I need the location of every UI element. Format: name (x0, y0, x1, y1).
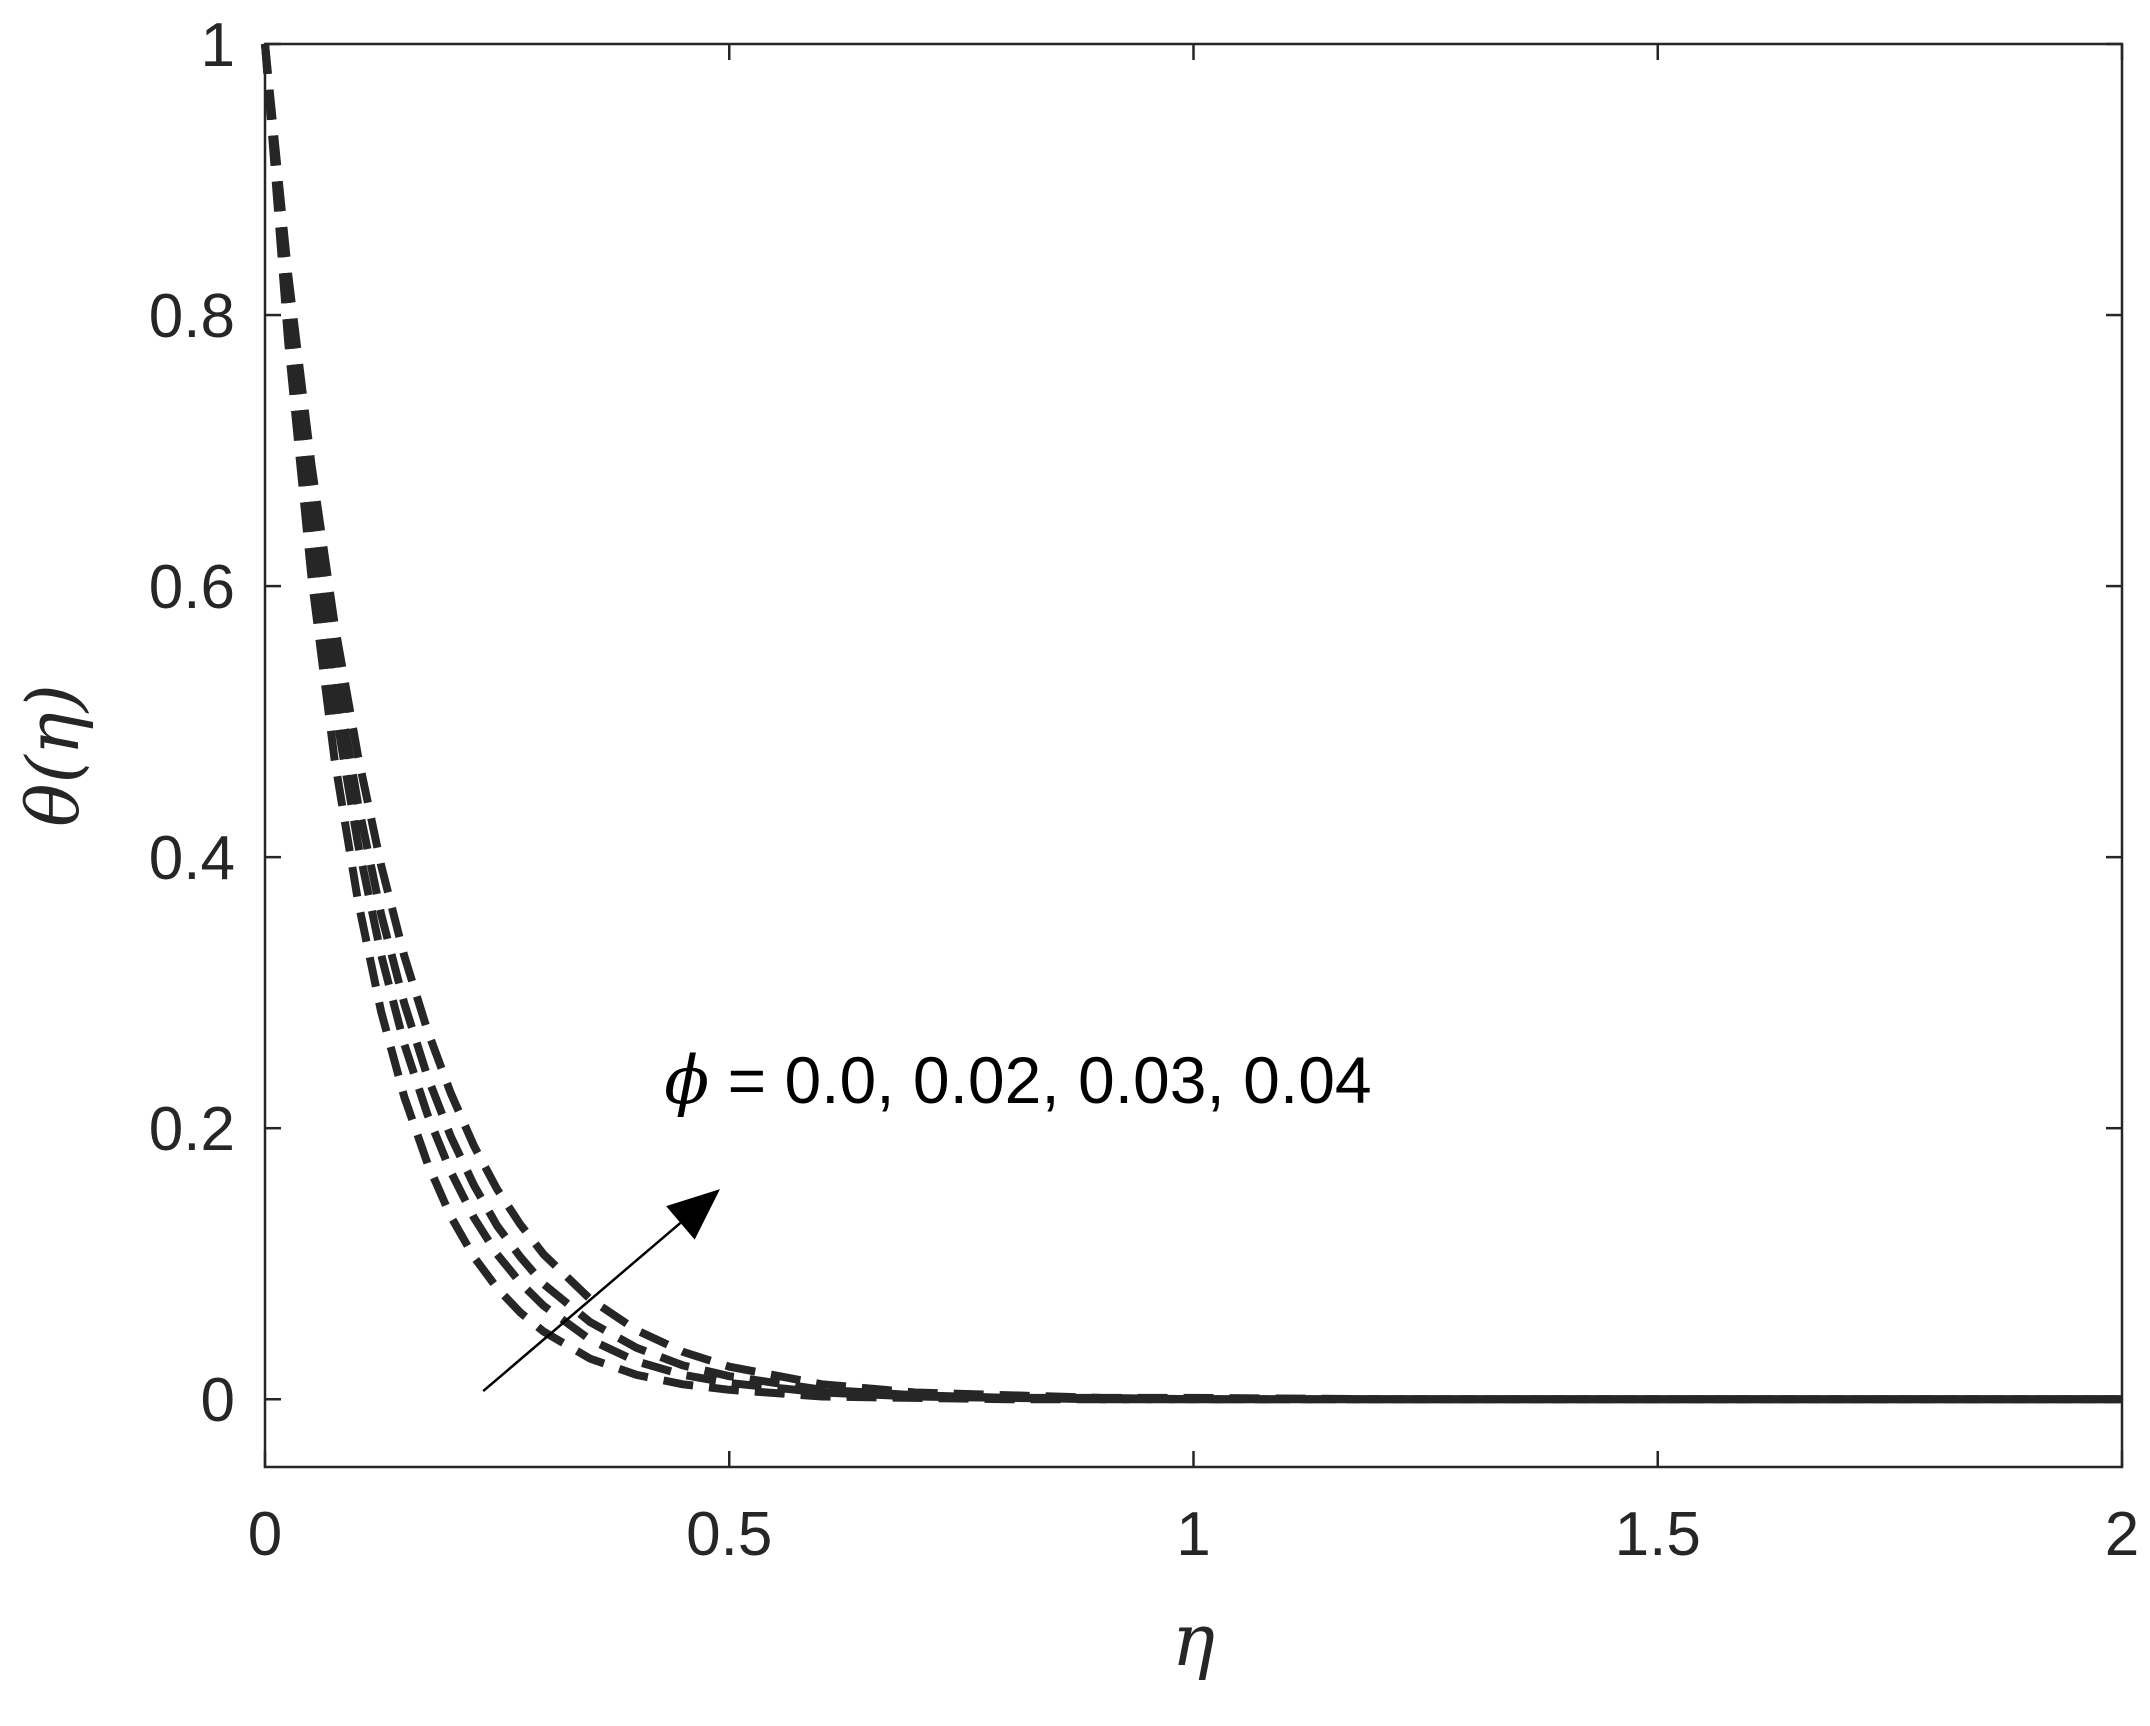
annotation-values: = 0.0, 0.02, 0.03, 0.04 (709, 1043, 1371, 1117)
annotation-arrow-head (666, 1189, 720, 1240)
axes-layer: 0 0.5 1 1.5 2 0 0.2 0.4 0.6 0.8 1 η θ(η) (11, 11, 2139, 1682)
annotation-layer: ϕ = 0.0, 0.02, 0.03, 0.04 (482, 1042, 1372, 1393)
y-tick-label: 0.6 (149, 553, 235, 622)
y-tick-label: 0.8 (149, 282, 235, 351)
annotation-symbol: ϕ (664, 1042, 709, 1119)
series-layer (261, 43, 2122, 1404)
series-line-2 (261, 43, 2122, 1404)
y-tick-label: 1 (201, 11, 235, 80)
series-line-4 (261, 43, 2122, 1404)
series-line-3 (261, 43, 2122, 1404)
x-tick-label: 1 (1176, 1500, 1210, 1569)
y-tick-label: 0.2 (149, 1095, 235, 1164)
x-tick-label: 2 (2105, 1500, 2139, 1569)
annotation-arrow-shaft (482, 1221, 682, 1393)
y-tick-label: 0 (201, 1366, 235, 1435)
annotation-label: ϕ = 0.0, 0.02, 0.03, 0.04 (664, 1042, 1371, 1119)
x-tick-label: 0.5 (686, 1500, 772, 1569)
x-tick-label: 1.5 (1615, 1500, 1701, 1569)
y-axis-title: θ(η) (11, 684, 95, 827)
x-axis-title: η (1172, 1598, 1215, 1682)
x-tick-label: 0 (248, 1500, 282, 1569)
y-tick-label: 0.4 (149, 824, 235, 893)
